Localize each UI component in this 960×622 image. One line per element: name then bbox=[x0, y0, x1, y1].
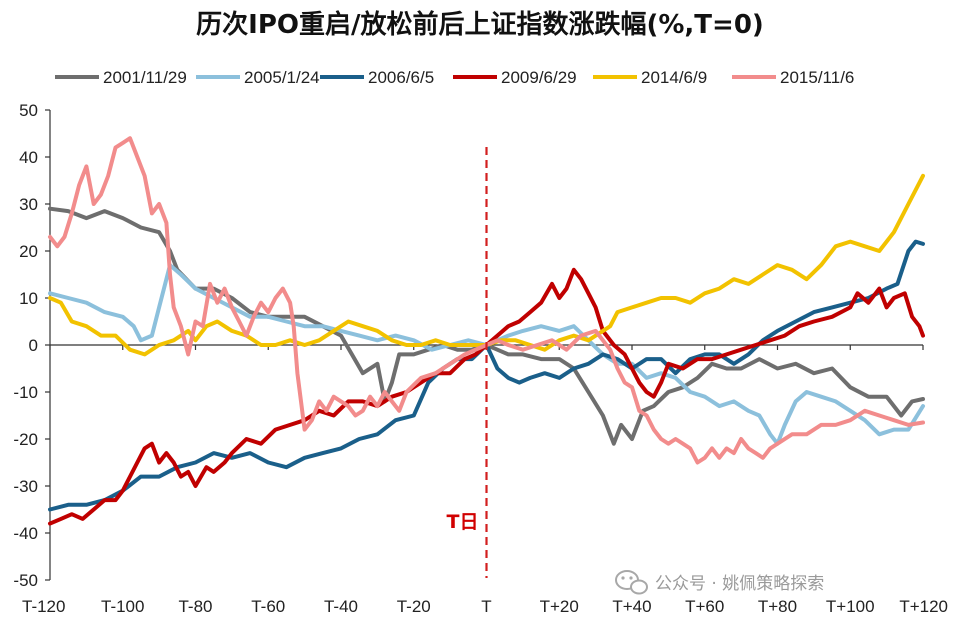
legend-item: 2006/6/5 bbox=[320, 68, 434, 87]
legend-item: 2001/11/29 bbox=[55, 68, 187, 87]
y-tick-label: 10 bbox=[19, 289, 38, 308]
x-tick-label: T+60 bbox=[685, 597, 724, 616]
y-tick-label: 30 bbox=[19, 195, 38, 214]
watermark-text: 公众号 · 姚佩策略探索 bbox=[655, 574, 824, 594]
legend-label: 2001/11/29 bbox=[103, 68, 187, 87]
x-tick-label: T-20 bbox=[397, 597, 431, 616]
legend-label: 2015/11/6 bbox=[780, 68, 854, 87]
x-tick-label: T+80 bbox=[758, 597, 797, 616]
legend-item: 2005/1/24 bbox=[196, 68, 320, 87]
legend-label: 2009/6/29 bbox=[501, 68, 577, 87]
x-tick-label: T+40 bbox=[612, 597, 651, 616]
y-tick-label: 40 bbox=[19, 148, 38, 167]
series-line-5 bbox=[48, 136, 925, 465]
legend: 2001/11/29 2005/1/24 2006/6/5 2009/6/29 2014… bbox=[55, 68, 854, 87]
legend-item: 2015/11/6 bbox=[732, 68, 854, 87]
chart-title: 历次IPO重启/放松前后上证指数涨跌幅(%,T=0) bbox=[196, 9, 764, 40]
wechat-icon bbox=[615, 570, 648, 595]
y-tick-label: 50 bbox=[19, 101, 38, 120]
t-day-annotation: T日 bbox=[447, 147, 488, 578]
series-layer bbox=[48, 136, 925, 526]
x-tick-label: T-80 bbox=[178, 597, 212, 616]
y-tick-label: -40 bbox=[13, 524, 38, 543]
y-tick-label: -50 bbox=[13, 571, 38, 590]
y-tick-label: 0 bbox=[29, 336, 38, 355]
x-tick-label: T+20 bbox=[540, 597, 579, 616]
y-tick-label: 20 bbox=[19, 242, 38, 261]
y-tick-label: -20 bbox=[13, 430, 38, 449]
y-tick-label: -30 bbox=[13, 477, 38, 496]
series-line-2 bbox=[48, 239, 925, 512]
t-day-label: T日 bbox=[447, 511, 479, 533]
x-tick-label: T+120 bbox=[899, 597, 948, 616]
x-tick-label: T-100 bbox=[101, 597, 144, 616]
axes: -50 -40 -30 -20 -10 0 10 20 30 40 50 T-120 T-100 T-80… bbox=[13, 101, 948, 616]
legend-label: 2005/1/24 bbox=[244, 68, 320, 87]
y-tick-label: -10 bbox=[13, 383, 38, 402]
x-tick-label: T bbox=[481, 597, 491, 616]
x-tick-label: T-40 bbox=[324, 597, 358, 616]
legend-item: 2009/6/29 bbox=[453, 68, 577, 87]
legend-item: 2014/6/9 bbox=[593, 68, 707, 87]
x-tick-label: T-120 bbox=[22, 597, 65, 616]
x-tick-label: T-60 bbox=[251, 597, 285, 616]
legend-label: 2006/6/5 bbox=[368, 68, 434, 87]
legend-label: 2014/6/9 bbox=[641, 68, 707, 87]
watermark: 公众号 · 姚佩策略探索 bbox=[615, 570, 824, 595]
x-tick-label: T+100 bbox=[826, 597, 875, 616]
series-line-1 bbox=[48, 263, 925, 446]
series-line-3 bbox=[48, 267, 925, 526]
